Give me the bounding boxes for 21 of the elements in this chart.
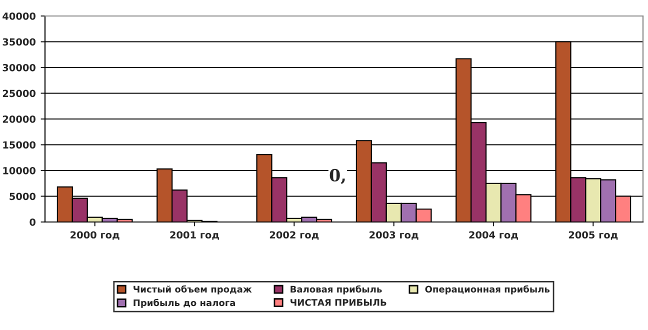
legend-label: Чистый объем продаж	[134, 285, 252, 294]
y-tick-label: 25000	[2, 90, 36, 98]
annotation: 0,	[330, 168, 345, 184]
y-tick-label: 10000	[3, 166, 36, 174]
y-tick-label: 30000	[2, 64, 36, 72]
x-tick-label: 2000 год	[70, 231, 120, 240]
legend-label: ЧИСТАЯ ПРИБЫЛЬ	[290, 299, 386, 306]
y-tick-label: 15000	[3, 141, 36, 149]
x-tick-label: 2001 год	[170, 231, 219, 240]
y-tick-label: 5000	[10, 192, 36, 200]
legend-label: Операционная прибыль	[425, 285, 550, 294]
x-tick-label: 2004 год	[469, 231, 518, 240]
y-tick-label: 0	[30, 218, 36, 226]
legend-label: Валовая прибыль	[290, 285, 382, 294]
y-tick-label: 20000	[2, 115, 36, 123]
y-tick-label: 40000	[2, 12, 36, 20]
x-tick-label: 2002 год	[270, 231, 319, 240]
y-tick-label: 35000	[2, 38, 36, 46]
legend-label: Прибыль до налога	[134, 298, 236, 308]
x-tick-label: 2003 год	[370, 231, 418, 240]
x-tick-label: 2005 год	[568, 231, 618, 240]
